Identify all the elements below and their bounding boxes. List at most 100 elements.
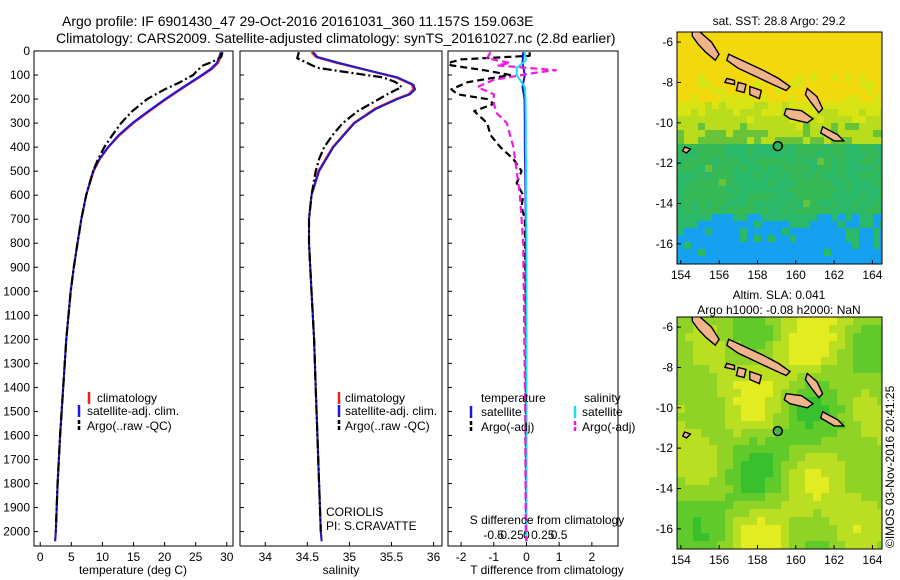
map-cell <box>693 357 702 366</box>
map-cell <box>866 32 874 40</box>
map-cell <box>797 517 806 526</box>
map-cell <box>691 228 699 236</box>
map-cell <box>775 95 783 103</box>
sla-map-coastline <box>681 317 846 439</box>
map-cell <box>845 116 853 124</box>
map-cell <box>773 501 782 510</box>
map-cell <box>768 53 776 61</box>
map-cell <box>725 469 734 478</box>
map-cell <box>773 453 782 462</box>
map-cell <box>693 509 702 518</box>
x-tick-label: 35.5 <box>380 550 404 564</box>
map-cell <box>817 144 825 152</box>
map-cell <box>709 469 718 478</box>
map-cell <box>698 186 706 194</box>
map-cell <box>677 413 686 422</box>
map-cell <box>740 214 748 222</box>
map-cell <box>712 256 720 264</box>
map-cell <box>701 525 710 534</box>
map-cell <box>684 74 692 82</box>
map-cell <box>733 501 742 510</box>
map-cell <box>837 397 846 406</box>
map-cell <box>733 453 742 462</box>
map-cell <box>761 95 769 103</box>
map-cell <box>880 235 882 243</box>
map-x-tick-label: 154 <box>671 268 691 282</box>
map-cell <box>705 81 713 89</box>
map-cell <box>765 509 774 518</box>
difference-lines <box>448 51 558 542</box>
map-cell <box>701 477 710 486</box>
map-cell <box>813 437 822 446</box>
map-cell <box>859 158 867 166</box>
map-y-tick-label: -12 <box>656 441 674 455</box>
map-cell <box>817 137 825 145</box>
map-cell <box>789 81 797 89</box>
map-cell <box>866 172 874 180</box>
map-cell <box>838 151 846 159</box>
map-cell <box>693 541 702 549</box>
map-cell <box>741 429 750 438</box>
map-cell <box>824 102 832 110</box>
map-cell <box>845 39 853 47</box>
map-cell <box>789 172 797 180</box>
x2-tick-label: -0.25 <box>496 528 524 542</box>
map-cell <box>693 381 702 390</box>
map-cell <box>838 144 846 152</box>
map-cell <box>761 249 769 257</box>
map-cell <box>705 95 713 103</box>
map-cell <box>880 81 882 89</box>
map-cell <box>691 151 699 159</box>
map-cell <box>709 341 718 350</box>
map-cell <box>740 144 748 152</box>
map-cell <box>693 493 702 502</box>
map-cell <box>789 74 797 82</box>
map-cell <box>741 533 750 542</box>
map-cell <box>712 60 720 68</box>
map-cell <box>733 525 742 534</box>
map-cell <box>726 186 734 194</box>
map-cell <box>845 123 853 131</box>
map-cell <box>789 517 798 526</box>
map-cell <box>831 46 839 54</box>
x-tick-label: 2 <box>589 550 596 564</box>
map-cell <box>719 144 727 152</box>
x-tick-label: 0 <box>523 550 530 564</box>
map-cell <box>821 365 830 374</box>
map-cell <box>747 179 755 187</box>
map-cell <box>691 165 699 173</box>
map-cell <box>719 130 727 138</box>
map-cell <box>859 81 867 89</box>
map-cell <box>789 429 798 438</box>
map-cell <box>741 525 750 534</box>
map-cell <box>803 123 811 131</box>
map-cell <box>719 165 727 173</box>
map-cell <box>789 469 798 478</box>
map-cell <box>837 349 846 358</box>
map-cell <box>831 221 839 229</box>
map-cell <box>810 193 818 201</box>
map-cell <box>691 53 699 61</box>
map-cell <box>829 469 838 478</box>
x-tick-label: 30 <box>220 550 234 564</box>
map-cell <box>869 429 878 438</box>
map-cell <box>773 437 782 446</box>
map-cell <box>757 485 766 494</box>
map-cell <box>733 39 741 47</box>
map-cell <box>733 67 741 75</box>
map-cell <box>813 397 822 406</box>
map-cell <box>873 193 881 201</box>
island-3 <box>735 81 747 94</box>
map-cell <box>705 67 713 75</box>
map-cell <box>691 179 699 187</box>
map-cell <box>698 102 706 110</box>
map-cell <box>773 461 782 470</box>
map-cell <box>838 95 846 103</box>
map-cell <box>796 32 804 40</box>
map-cell <box>821 541 830 549</box>
map-cell <box>781 413 790 422</box>
map-cell <box>693 365 702 374</box>
map-cell <box>817 32 825 40</box>
map-cell <box>719 46 727 54</box>
